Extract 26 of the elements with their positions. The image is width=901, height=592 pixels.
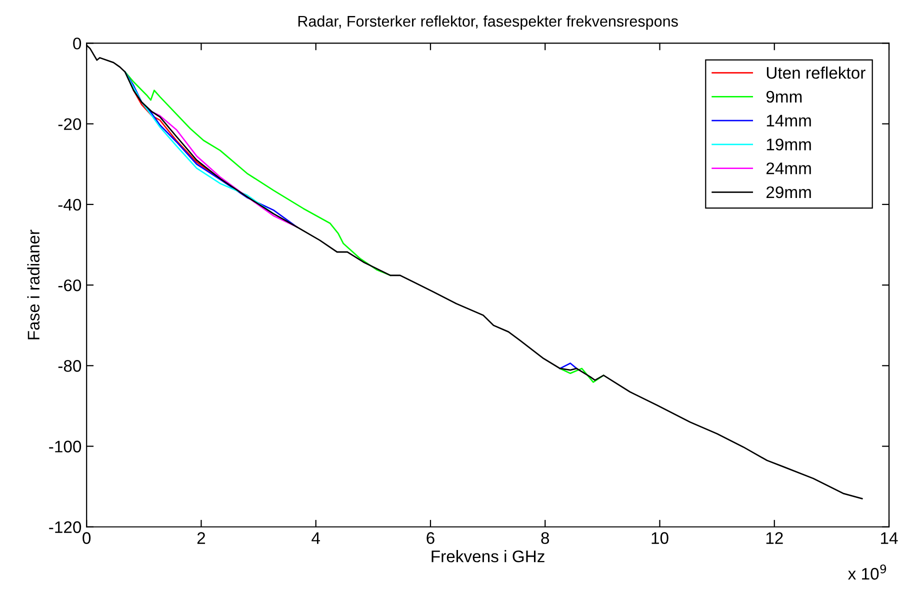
chart-title: Radar, Forsterker reflektor, fasespekter frekvensrespons bbox=[298, 15, 678, 30]
x-tick-label: 0 bbox=[82, 532, 91, 544]
x-tick-label: 10 bbox=[652, 532, 668, 544]
y-tick-label: -80 bbox=[58, 360, 82, 372]
legend-label: 29mm bbox=[766, 186, 811, 198]
x-tick-label: 6 bbox=[426, 532, 434, 544]
x-tick-label: 12 bbox=[766, 532, 783, 544]
y-axis-title: Fase i radianer bbox=[27, 230, 40, 340]
y-tick-label: -120 bbox=[49, 521, 82, 534]
x-tick-label: 2 bbox=[197, 532, 206, 544]
y-tick-label: -20 bbox=[58, 118, 82, 130]
x-axis-title: Frekvens i GHz bbox=[432, 550, 544, 562]
y-tick-label: -40 bbox=[58, 198, 82, 211]
legend-label: 19mm bbox=[766, 138, 811, 150]
y-tick-label: -100 bbox=[49, 440, 82, 452]
legend-label: Uten reflektor bbox=[766, 66, 866, 79]
legend-label: 14mm bbox=[766, 114, 811, 126]
y-tick-label: 0 bbox=[73, 38, 82, 50]
x-tick-label: 4 bbox=[312, 532, 320, 544]
x-tick-label: 8 bbox=[541, 532, 550, 544]
line-series bbox=[124, 71, 274, 214]
legend-label: 24mm bbox=[766, 162, 811, 174]
text: x 10$^{9}$ bbox=[848, 564, 886, 580]
x-tick-label: 14 bbox=[881, 532, 898, 544]
legend-label: 9mm bbox=[766, 90, 802, 103]
y-tick-label: -60 bbox=[58, 279, 82, 292]
